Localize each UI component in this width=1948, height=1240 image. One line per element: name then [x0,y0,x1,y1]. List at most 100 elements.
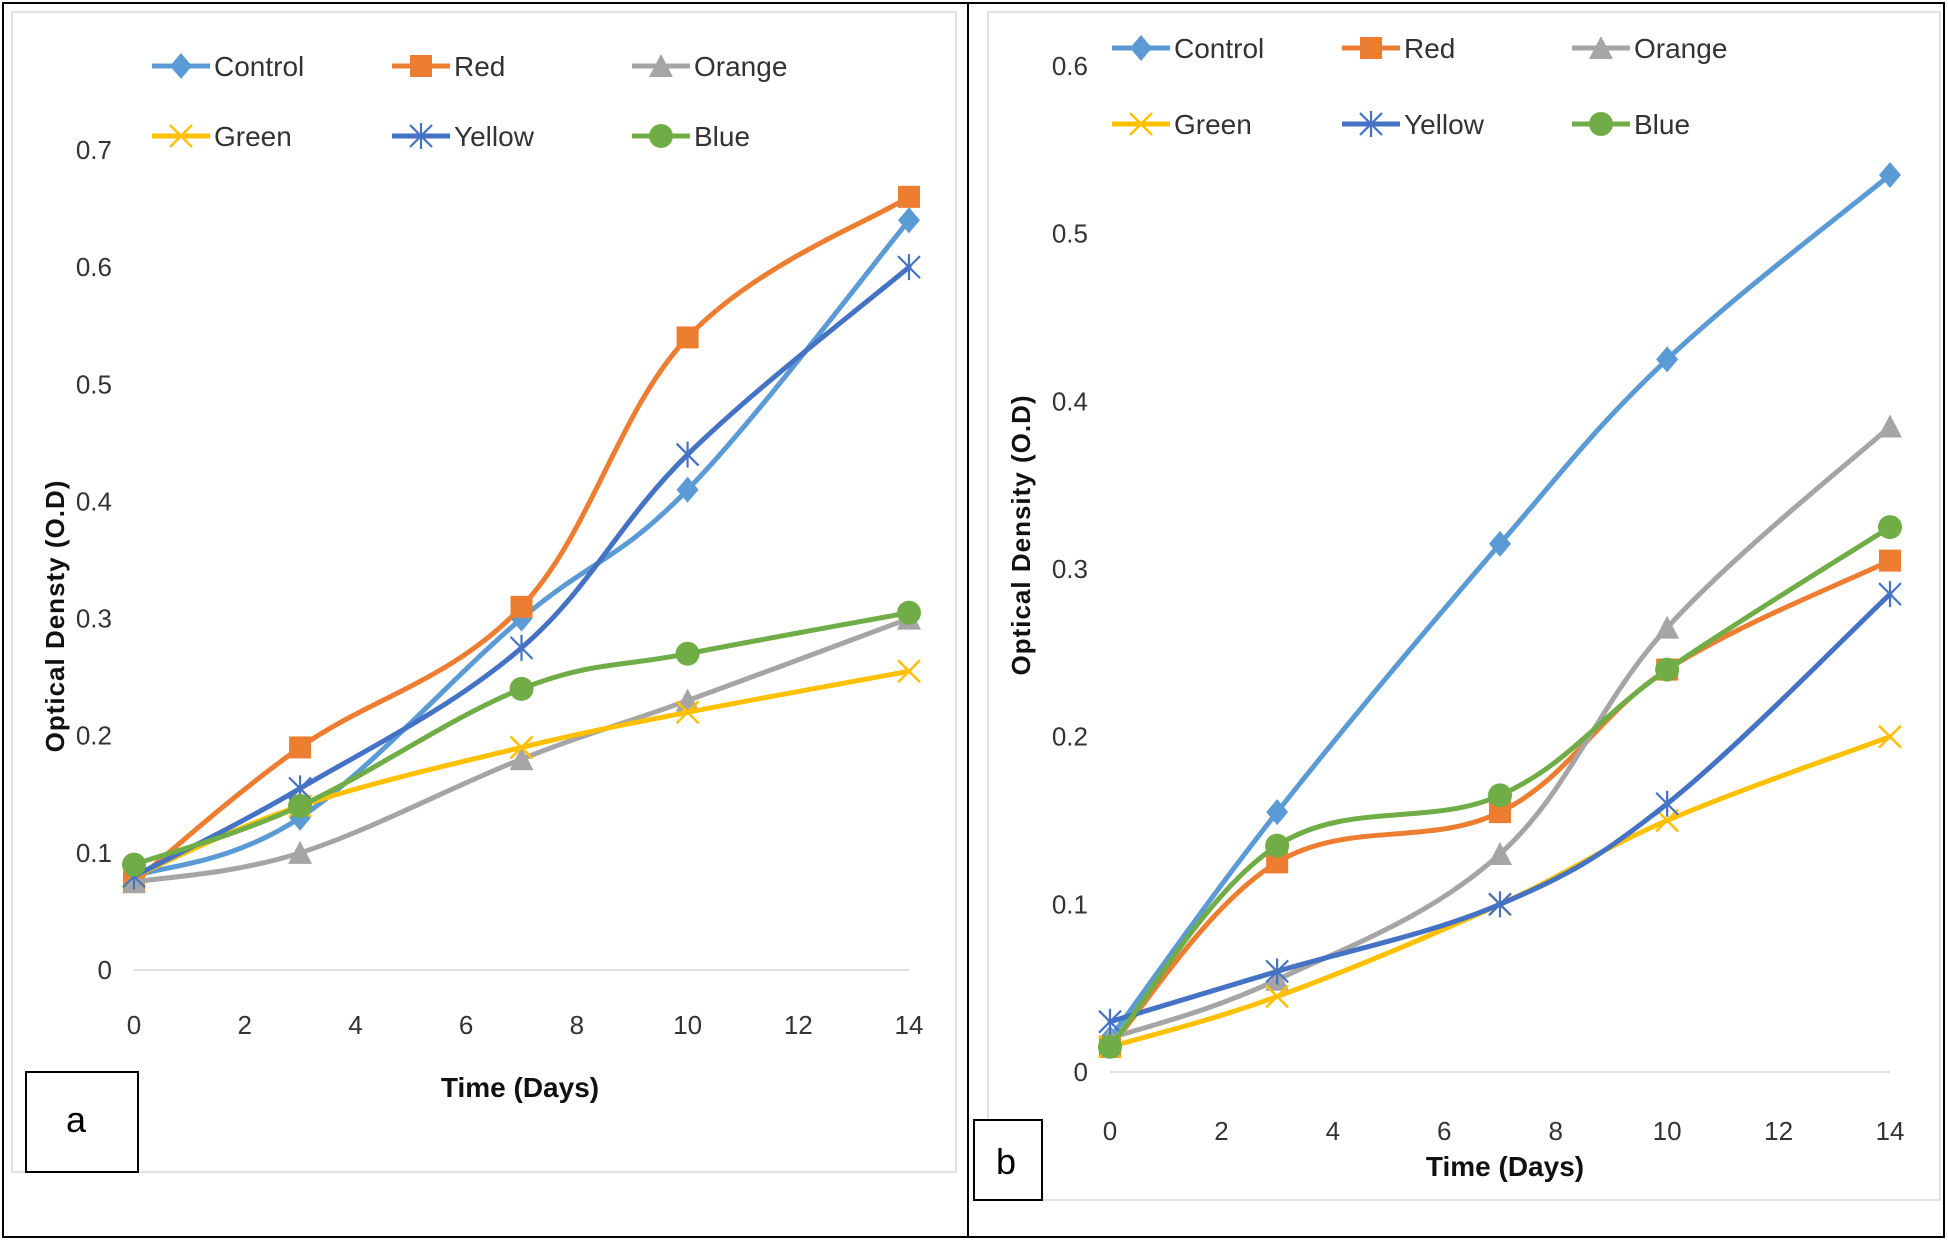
panel-label-box-a [25,1071,139,1173]
data-point-control [1266,799,1289,826]
legend-label-control: Control [214,51,304,82]
data-point-red [1879,549,1901,572]
x-tick-label: 6 [1437,1116,1451,1146]
legend-label-red: Red [454,51,505,82]
legend-item-orange: Orange [632,51,787,82]
legend-label-control: Control [1174,33,1264,64]
data-point-green [509,735,534,760]
data-point-green [675,700,700,725]
data-point-blue [122,852,146,877]
x-tick-label: 2 [237,1010,251,1040]
y-tick-label: 0.5 [76,369,112,399]
legend-label-orange: Orange [1634,33,1727,64]
legend-item-blue: Blue [1572,109,1690,140]
x-tick-label: 8 [570,1010,584,1040]
legend-item-control: Control [1112,33,1264,64]
data-point-orange [288,840,313,864]
data-point-green [1265,984,1290,1009]
legend-marker-red [410,55,432,77]
y-tick-label: 0.3 [76,604,112,634]
y-axis-label-b: Optical Density (O.D) [1006,394,1036,675]
legend-item-red: Red [392,51,505,82]
chart-area-border-b [987,11,1941,1201]
data-point-red [289,736,312,759]
legend-marker-green [169,124,193,148]
data-point-yellow [1878,581,1902,608]
data-point-yellow [897,254,921,281]
y-tick-label: 0.7 [76,135,112,165]
legend-label-orange: Orange [694,51,787,82]
data-point-red [1266,851,1289,874]
data-point-orange [1655,615,1680,639]
data-point-orange [509,747,534,771]
y-tick-label: 0.2 [76,721,112,751]
x-tick-label: 12 [1764,1116,1793,1146]
series-line-orange [1107,423,1893,1041]
legend-label-green: Green [1174,109,1252,140]
legend-label-blue: Blue [1634,109,1690,140]
data-point-yellow [509,634,534,661]
legend-marker-yellow [409,123,433,149]
data-point-control [898,207,920,234]
legend-item-blue: Blue [632,121,750,152]
x-tick-label: 0 [1103,1116,1117,1146]
legend-label-yellow: Yellow [1404,109,1485,140]
y-tick-label: 0 [1074,1057,1088,1087]
chart-panel-a: 0 0.1 0.2 0.3 0.4 0.5 0.6 0.7 0 2 4 6 8 10 12 14 Control… [11,11,957,1173]
legend-item-red: Red [1342,33,1455,64]
data-point-yellow [675,441,700,468]
data-point-control [1879,161,1901,188]
legend-label-yellow: Yellow [454,121,535,152]
legend-marker-blue [1589,112,1613,136]
legend-marker-blue [649,124,673,148]
panel-label-b: b [996,1141,1016,1182]
data-point-yellow [1265,958,1289,985]
data-point-orange [1488,842,1512,866]
chart-area-border-a [11,11,957,1173]
data-point-green [897,659,921,684]
data-point-blue [509,676,534,701]
data-point-green [1655,808,1680,833]
legend-item-control: Control [152,51,304,82]
y-axis-label-a: Optical Densty (O.D) [40,480,70,753]
series-line-yellow [1107,591,1893,1025]
x-axis-label-a: Time (Days) [441,1072,599,1103]
legend-label-green: Green [214,121,292,152]
data-point-blue [1265,833,1290,858]
y-tick-label: 0.1 [1052,889,1088,919]
legend-item-orange: Orange [1572,33,1727,64]
data-point-blue [1655,657,1680,682]
legend-marker-control [170,53,192,79]
x-tick-label: 14 [1876,1116,1905,1146]
x-tick-label: 6 [459,1010,473,1040]
y-tick-label: 0.6 [1052,51,1088,81]
legend-marker-orange [649,54,673,77]
data-point-control [676,476,699,503]
legend-label-red: Red [1404,33,1455,64]
x-tick-label: 0 [127,1010,141,1040]
legend-item-green: Green [152,121,292,152]
x-tick-label: 4 [348,1010,362,1040]
x-tick-label: 8 [1548,1116,1562,1146]
y-tick-label: 0.4 [1052,386,1088,416]
data-point-blue [288,794,313,818]
panel-label-box-b [973,1119,1043,1201]
panel-label-a: a [66,1099,87,1140]
x-tick-label: 14 [895,1010,924,1040]
x-tick-label: 10 [673,1010,702,1040]
legend-label-blue: Blue [694,121,750,152]
legend-item-yellow: Yellow [392,121,535,152]
data-point-red [676,326,699,349]
y-tick-label: 0.2 [1052,722,1088,752]
data-point-orange [1878,414,1902,438]
legend-marker-red [1360,37,1382,59]
legend-item-yellow: Yellow [1342,109,1485,140]
legend-marker-green [1129,112,1153,136]
x-axis-label-b: Time (Days) [1426,1151,1584,1182]
series-line-red [131,194,912,885]
data-point-red [898,185,920,208]
data-point-control [1656,346,1679,373]
x-tick-label: 4 [1326,1116,1340,1146]
legend-marker-yellow [1359,111,1383,137]
